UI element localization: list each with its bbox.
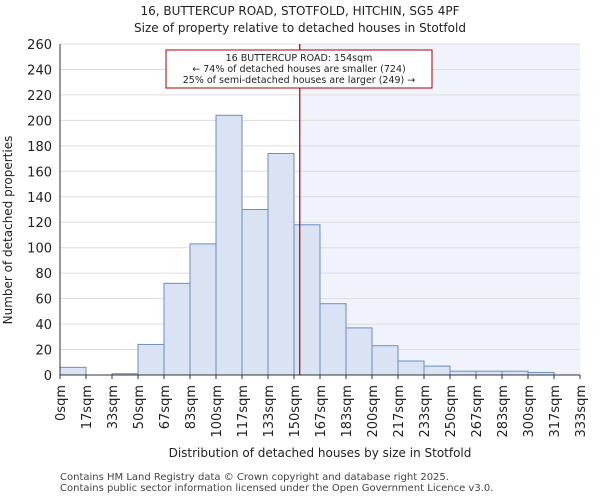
- chart-title: 16, BUTTERCUP ROAD, STOTFOLD, HITCHIN, S…: [140, 4, 459, 18]
- x-tick-label: 117sqm: [236, 385, 251, 438]
- y-tick-label: 240: [27, 63, 52, 78]
- x-tick-label: 0sqm: [54, 385, 69, 421]
- x-tick-label: 167sqm: [314, 385, 329, 438]
- x-tick-label: 200sqm: [366, 385, 381, 438]
- footer-copyright: Contains HM Land Registry data © Crown c…: [60, 472, 449, 483]
- y-tick-label: 0: [44, 369, 52, 384]
- chart-subtitle: Size of property relative to detached ho…: [134, 21, 466, 35]
- x-tick-label: 50sqm: [132, 385, 147, 429]
- footer-licence: Contains public sector information licen…: [60, 483, 494, 494]
- y-tick-label: 180: [27, 140, 52, 155]
- histogram-bar: [423, 365, 451, 376]
- histogram-bar: [241, 209, 269, 376]
- annotation-smaller: ← 74% of detached houses are smaller (72…: [192, 64, 405, 75]
- x-tick-label: 33sqm: [106, 385, 121, 429]
- y-tick-label: 160: [27, 165, 52, 180]
- y-tick-label: 200: [27, 114, 52, 129]
- x-tick-label: 250sqm: [444, 385, 459, 438]
- y-tick-label: 220: [27, 89, 52, 104]
- x-tick-label: 317sqm: [548, 385, 563, 438]
- annotation-larger: 25% of semi-detached houses are larger (…: [183, 75, 416, 86]
- y-tick-label: 260: [27, 38, 52, 53]
- x-tick-label: 333sqm: [574, 385, 589, 438]
- histogram-bar: [59, 366, 87, 376]
- histogram-bar: [397, 360, 425, 376]
- x-tick-label: 17sqm: [80, 385, 95, 429]
- y-tick-label: 120: [27, 216, 52, 231]
- histogram-bar: [293, 224, 321, 376]
- y-axis-label: Number of detached properties: [1, 136, 15, 325]
- x-tick-label: 183sqm: [340, 385, 355, 438]
- histogram-bar: [137, 343, 165, 376]
- histogram-bar: [189, 243, 217, 376]
- x-tick-label: 233sqm: [418, 385, 433, 438]
- histogram-bar: [449, 370, 477, 376]
- annotation-box: [165, 49, 433, 89]
- histogram-bar: [345, 327, 373, 376]
- x-tick-label: 300sqm: [522, 385, 537, 438]
- histogram-bar: [475, 370, 503, 376]
- x-tick-label: 150sqm: [288, 385, 303, 438]
- x-tick-label: 283sqm: [496, 385, 511, 438]
- y-tick-label: 80: [35, 267, 52, 282]
- y-tick-label: 100: [27, 242, 52, 257]
- x-axis-label: Distribution of detached houses by size …: [169, 446, 472, 460]
- x-tick-label: 100sqm: [210, 385, 225, 438]
- histogram-bar: [501, 370, 529, 376]
- y-tick-label: 60: [35, 293, 52, 308]
- y-tick-label: 40: [35, 318, 52, 333]
- histogram-bar: [267, 152, 295, 376]
- x-tick-label: 133sqm: [262, 385, 277, 438]
- histogram-bar: [215, 114, 243, 376]
- annotation-title: 16 BUTTERCUP ROAD: 154sqm: [226, 53, 373, 64]
- x-tick-label: 217sqm: [392, 385, 407, 438]
- x-tick-label: 67sqm: [158, 385, 173, 429]
- y-tick-label: 20: [35, 344, 52, 359]
- histogram-bar: [319, 303, 347, 376]
- histogram-bar: [371, 345, 399, 376]
- y-tick-label: 140: [27, 191, 52, 206]
- x-tick-label: 83sqm: [184, 385, 199, 429]
- x-tick-label: 267sqm: [470, 385, 485, 438]
- histogram-bar: [163, 282, 191, 376]
